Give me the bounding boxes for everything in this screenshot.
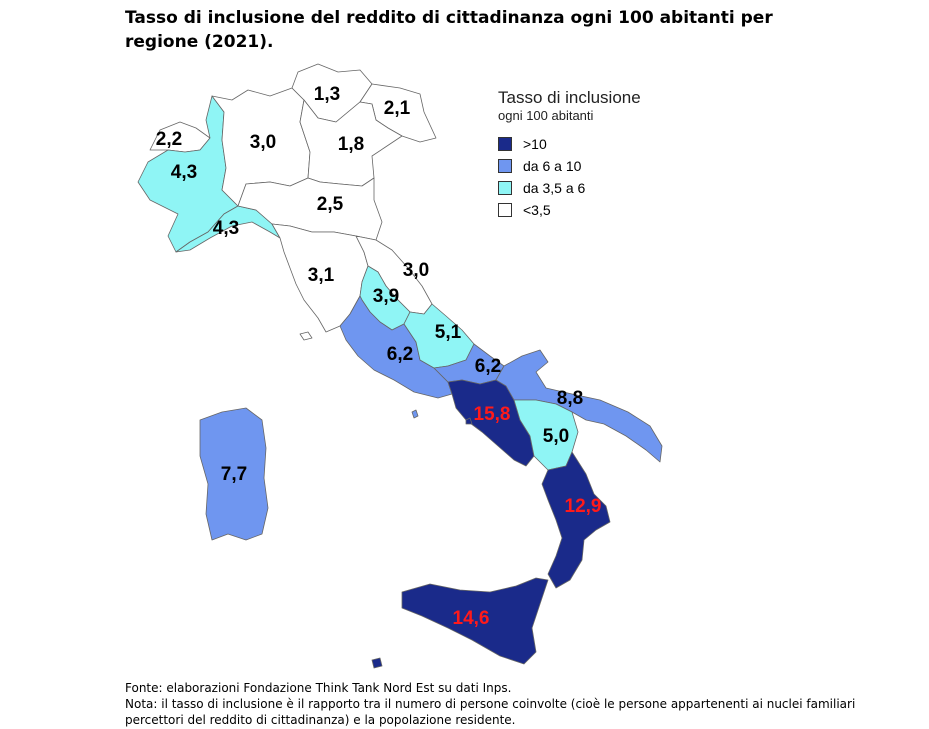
island-ponza (411, 409, 419, 419)
label-basilicata: 5,0 (543, 426, 569, 447)
legend-swatch (498, 181, 512, 195)
legend-label: da 6 a 10 (523, 158, 582, 174)
legend-item: <3,5 (498, 199, 641, 221)
label-sicilia: 14,6 (453, 608, 490, 629)
label-valle-daosta: 2,2 (156, 129, 182, 150)
legend-label: da 3,5 a 6 (523, 180, 586, 196)
label-umbria: 3,9 (373, 286, 399, 307)
label-calabria: 12,9 (565, 496, 602, 517)
legend-label: >10 (523, 136, 547, 152)
island-lipari (371, 657, 383, 669)
region-emilia-romagna (237, 177, 383, 241)
label-veneto: 1,8 (338, 134, 364, 155)
legend-subtitle: ogni 100 abitanti (498, 108, 594, 123)
source-note: Fonte: elaborazioni Fondazione Think Tan… (125, 681, 512, 695)
legend: Tasso di inclusione ogni 100 abitanti >1… (498, 88, 641, 221)
legend-swatch (498, 159, 512, 173)
legend-item: >10 (498, 133, 641, 155)
legend-swatch (498, 203, 512, 217)
label-puglia: 8,8 (557, 388, 583, 409)
label-trentino: 1,3 (314, 84, 340, 105)
legend-item: da 6 a 10 (498, 155, 641, 177)
island-elba (299, 331, 313, 341)
label-friuli: 2,1 (384, 98, 411, 119)
legend-title: Tasso di inclusione (498, 88, 641, 107)
label-abruzzo: 5,1 (435, 322, 462, 343)
region-calabria (541, 451, 611, 589)
label-lombardia: 3,0 (250, 132, 276, 153)
label-piemonte: 4,3 (171, 162, 197, 183)
label-molise: 6,2 (475, 356, 501, 377)
label-toscana: 3,1 (308, 265, 335, 286)
label-emilia-romagna: 2,5 (317, 194, 344, 215)
definition-note: Nota: il tasso di inclusione è il rappor… (125, 697, 856, 727)
region-sardegna (199, 407, 269, 541)
label-lazio: 6,2 (387, 344, 413, 365)
label-sardegna: 7,7 (221, 464, 247, 485)
region-sicilia (401, 577, 549, 665)
label-campania: 15,8 (474, 404, 511, 425)
label-liguria: 4,3 (213, 218, 239, 239)
map-title: Tasso di inclusione del reddito di citta… (125, 8, 773, 52)
legend-item: da 3,5 a 6 (498, 177, 641, 199)
island-capri (465, 417, 473, 425)
legend-swatch (498, 137, 512, 151)
footer: Fonte: elaborazioni Fondazione Think Tan… (125, 680, 915, 728)
legend-label: <3,5 (523, 202, 551, 218)
label-marche: 3,0 (403, 260, 429, 281)
